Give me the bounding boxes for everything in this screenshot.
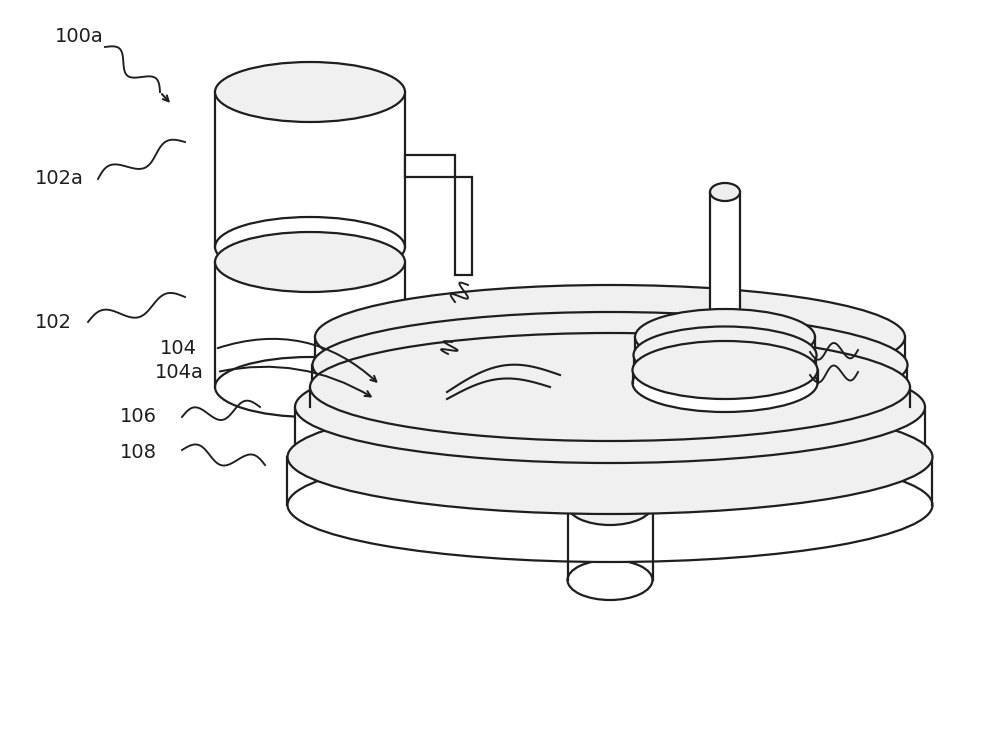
- Polygon shape: [295, 407, 925, 457]
- Ellipse shape: [633, 354, 818, 412]
- Ellipse shape: [315, 313, 905, 417]
- Text: 106: 106: [120, 408, 157, 427]
- Ellipse shape: [634, 326, 816, 383]
- Ellipse shape: [568, 485, 652, 525]
- Text: 108: 108: [120, 442, 157, 462]
- Text: 103a: 103a: [410, 297, 459, 317]
- Polygon shape: [315, 337, 905, 365]
- Polygon shape: [710, 192, 740, 337]
- Text: 102: 102: [35, 312, 72, 332]
- Polygon shape: [431, 377, 462, 392]
- Polygon shape: [405, 330, 455, 377]
- Ellipse shape: [710, 328, 740, 346]
- Ellipse shape: [288, 400, 932, 514]
- Text: 100a: 100a: [55, 28, 104, 46]
- Ellipse shape: [288, 448, 932, 562]
- Ellipse shape: [635, 327, 815, 383]
- Ellipse shape: [312, 312, 908, 418]
- Ellipse shape: [634, 341, 816, 398]
- Ellipse shape: [635, 309, 815, 365]
- Text: 102a: 102a: [35, 170, 84, 188]
- Polygon shape: [310, 387, 910, 407]
- Polygon shape: [287, 457, 932, 505]
- Ellipse shape: [310, 353, 910, 461]
- Polygon shape: [312, 365, 907, 387]
- Polygon shape: [635, 337, 815, 355]
- Text: 104: 104: [160, 339, 197, 359]
- Polygon shape: [633, 370, 818, 383]
- Ellipse shape: [710, 183, 740, 201]
- Text: 101: 101: [860, 365, 897, 385]
- Text: 104a: 104a: [155, 362, 204, 382]
- Ellipse shape: [295, 351, 925, 463]
- Ellipse shape: [215, 357, 405, 417]
- Ellipse shape: [215, 232, 405, 292]
- Ellipse shape: [310, 333, 910, 441]
- Ellipse shape: [295, 401, 925, 513]
- Polygon shape: [568, 505, 652, 580]
- Ellipse shape: [312, 334, 908, 440]
- Text: 103: 103: [410, 347, 447, 367]
- Polygon shape: [215, 262, 405, 387]
- Polygon shape: [215, 92, 405, 247]
- Ellipse shape: [633, 341, 818, 399]
- Ellipse shape: [568, 560, 652, 600]
- Ellipse shape: [315, 285, 905, 389]
- Polygon shape: [634, 355, 816, 370]
- Text: 105: 105: [860, 341, 897, 359]
- Ellipse shape: [215, 217, 405, 277]
- Ellipse shape: [215, 62, 405, 122]
- Polygon shape: [405, 155, 472, 275]
